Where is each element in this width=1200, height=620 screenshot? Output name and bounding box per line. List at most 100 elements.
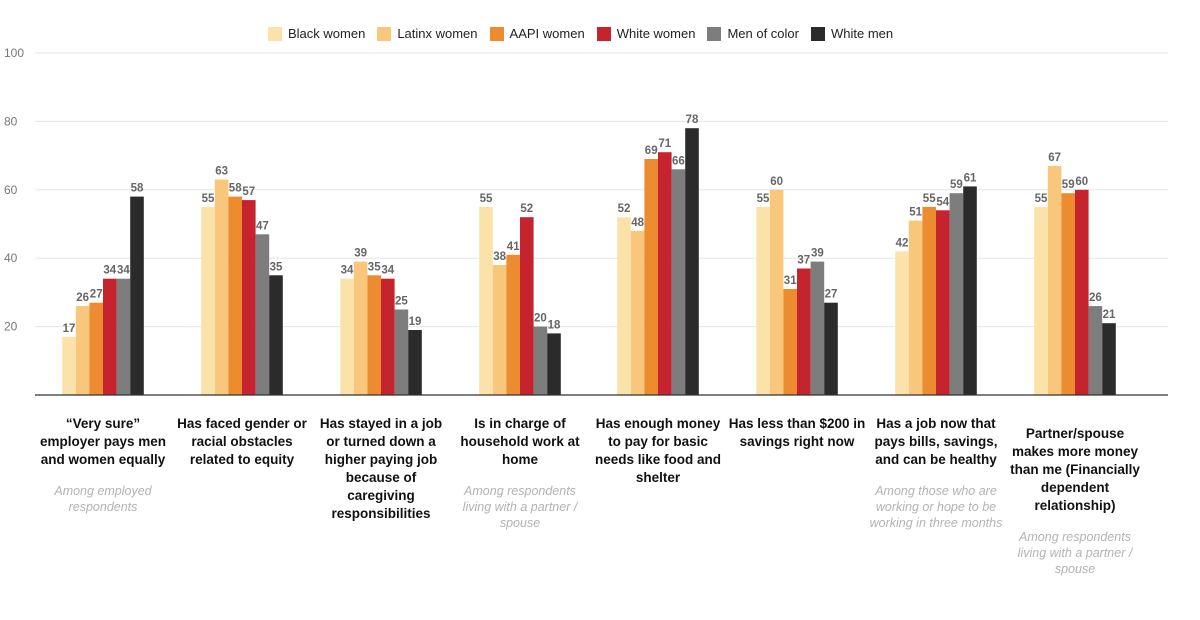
y-tick-label: 100	[4, 46, 24, 60]
data-label: 41	[507, 241, 520, 253]
legend-label: AAPI women	[509, 26, 585, 41]
y-tick-label: 80	[4, 114, 18, 128]
data-label: 61	[964, 172, 977, 184]
data-label: 39	[811, 248, 824, 260]
bar	[644, 159, 658, 395]
data-label: 34	[117, 265, 130, 277]
data-label: 55	[480, 193, 493, 205]
data-label: 59	[950, 179, 963, 191]
category: Partner/spouse makes more money than me …	[1006, 425, 1144, 577]
legend-label: White women	[616, 26, 696, 41]
bar	[547, 333, 561, 395]
legend-label: Latinx women	[397, 26, 478, 41]
data-label: 17	[63, 323, 76, 335]
data-label: 47	[256, 220, 269, 232]
data-label: 55	[757, 193, 770, 205]
data-label: 20	[534, 313, 547, 325]
legend-swatch	[268, 26, 282, 41]
data-label: 26	[76, 292, 89, 304]
bar	[367, 275, 381, 395]
category-label: Has enough money to pay for basic needs …	[594, 416, 722, 485]
bar	[1102, 323, 1116, 395]
bar	[533, 326, 548, 395]
data-label: 69	[645, 145, 658, 157]
category: Has less than $200 in savings right now	[728, 415, 866, 451]
legend-label: Black women	[288, 26, 366, 41]
data-label: 26	[1089, 292, 1102, 304]
category-note: Among respondents living with a partner …	[462, 484, 578, 530]
category-note: Among those who are working or hope to b…	[869, 484, 1003, 530]
data-label: 71	[658, 138, 671, 150]
bar	[255, 234, 270, 395]
data-label: 31	[784, 275, 797, 287]
bar	[769, 189, 784, 395]
data-label: 60	[1075, 176, 1088, 188]
legend-swatch	[377, 26, 392, 41]
data-label: 59	[1062, 179, 1075, 191]
data-label: 48	[631, 217, 644, 229]
category-label: Has faced gender or racial obstacles rel…	[177, 416, 307, 467]
bar	[201, 206, 215, 395]
legend-item: Black women	[268, 26, 365, 41]
bar	[783, 289, 797, 395]
legend-swatch	[810, 26, 825, 41]
data-label: 18	[548, 319, 561, 331]
category: Has enough money to pay for basic needs …	[589, 415, 727, 487]
bar	[908, 220, 923, 395]
legend-swatch	[489, 26, 504, 41]
data-label: 66	[672, 155, 685, 167]
bar	[353, 261, 368, 395]
bar	[963, 186, 977, 395]
category-label: Partner/spouse makes more money than me …	[1010, 426, 1140, 513]
legend-item: AAPI women	[489, 26, 585, 41]
data-label: 27	[825, 289, 838, 301]
data-label: 38	[493, 251, 506, 263]
legend-item: Latinx women	[377, 26, 478, 41]
bar	[75, 306, 90, 395]
bar	[1034, 206, 1048, 395]
bar	[506, 254, 520, 395]
bar	[1075, 189, 1089, 395]
data-label: 67	[1048, 152, 1061, 164]
category-label: Has a job now that pays bills, savings, …	[874, 416, 998, 467]
data-label: 55	[923, 193, 936, 205]
category: Is in charge of household work at home Am…	[451, 415, 589, 531]
bar	[62, 336, 76, 395]
data-label: 27	[90, 289, 103, 301]
data-label: 54	[936, 196, 949, 208]
data-label: 55	[1035, 193, 1048, 205]
bar	[340, 278, 354, 395]
data-label: 35	[368, 261, 381, 273]
bar	[1088, 306, 1103, 395]
bar	[1047, 165, 1062, 395]
bar	[89, 302, 103, 395]
category-label: Has less than $200 in savings right now	[728, 416, 866, 449]
bar	[756, 206, 770, 395]
bar	[381, 278, 395, 395]
legend-swatch	[707, 26, 722, 41]
data-label: 58	[229, 183, 242, 195]
legend-item: White women	[596, 26, 696, 41]
bar	[922, 206, 936, 395]
bar	[895, 251, 909, 395]
bar	[492, 265, 507, 395]
data-label: 35	[270, 261, 283, 273]
bar	[242, 200, 256, 395]
data-label: 52	[618, 203, 631, 215]
bar	[685, 128, 699, 395]
data-label: 39	[354, 248, 367, 260]
bar	[116, 278, 131, 395]
bar	[520, 217, 534, 395]
data-label: 52	[520, 203, 533, 215]
data-label: 34	[341, 265, 354, 277]
bar	[479, 206, 493, 395]
data-label: 58	[131, 183, 144, 195]
y-tick-label: 60	[4, 183, 18, 197]
legend-swatch	[596, 26, 611, 41]
bar	[269, 275, 283, 395]
bar	[214, 179, 229, 395]
category: “Very sure” employer pays men and women …	[34, 415, 172, 515]
bar	[936, 210, 950, 395]
bar	[408, 330, 422, 395]
